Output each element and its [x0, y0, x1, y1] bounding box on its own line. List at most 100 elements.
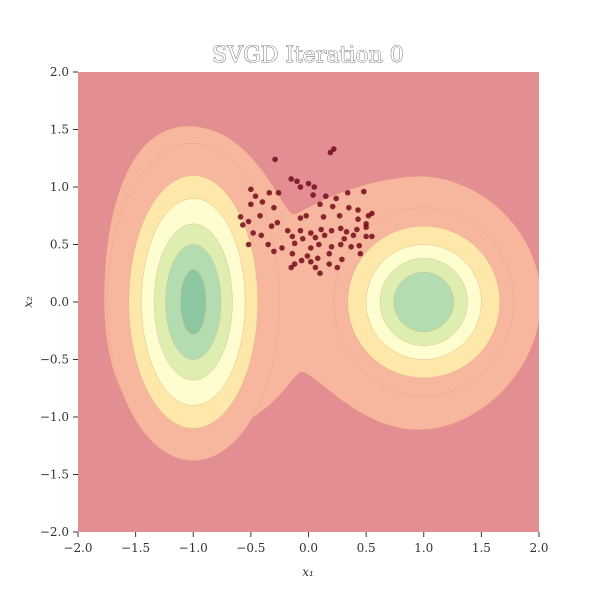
- particle: [333, 195, 339, 202]
- particle: [326, 250, 333, 257]
- particle: [350, 232, 357, 239]
- particle: [299, 235, 306, 242]
- x-tick-label: 2.0: [529, 541, 548, 555]
- particle: [357, 250, 364, 257]
- particle: [318, 226, 324, 233]
- particle: [284, 227, 291, 234]
- particle: [279, 245, 285, 251]
- particle: [369, 210, 375, 217]
- particle: [257, 212, 263, 219]
- particle: [334, 264, 341, 271]
- particle: [341, 235, 348, 242]
- particle: [354, 226, 360, 233]
- particle: [329, 203, 336, 210]
- particle: [258, 232, 265, 239]
- particle: [314, 255, 321, 262]
- density-contours: [103, 125, 539, 461]
- particle: [289, 233, 296, 240]
- y-tick-label: −1.5: [40, 468, 69, 482]
- y-tick-label: −0.5: [40, 353, 69, 367]
- particle: [308, 258, 314, 265]
- particle: [369, 233, 375, 240]
- particle: [288, 264, 295, 271]
- particle: [363, 233, 369, 240]
- particle: [337, 241, 344, 248]
- particle: [337, 225, 344, 232]
- plot-area: [78, 72, 539, 532]
- particle: [326, 261, 333, 267]
- x-tick-label: −2.0: [63, 541, 92, 555]
- particle: [317, 201, 323, 208]
- left-mode-contour-6: [180, 269, 207, 335]
- particle: [252, 193, 259, 199]
- particle: [346, 204, 352, 211]
- particle: [297, 215, 304, 221]
- particle: [298, 257, 305, 264]
- y-tick-label: −1.0: [40, 410, 69, 424]
- particle: [363, 224, 369, 231]
- y-tick-label: 1.5: [50, 123, 69, 137]
- particle: [361, 188, 367, 195]
- particle: [339, 256, 345, 263]
- particle: [268, 223, 275, 229]
- particle: [237, 214, 244, 220]
- particle: [320, 214, 327, 220]
- particle: [275, 189, 282, 196]
- particle: [245, 241, 252, 248]
- particle: [348, 244, 354, 250]
- particle: [288, 176, 295, 182]
- x-tick-label: 1.0: [414, 541, 433, 555]
- particle: [344, 189, 351, 196]
- y-tick-label: 1.0: [50, 180, 69, 194]
- particle: [297, 184, 304, 190]
- particle: [271, 204, 277, 211]
- particle: [294, 178, 300, 185]
- particle: [245, 218, 252, 225]
- particle: [328, 244, 335, 250]
- particle: [321, 232, 328, 239]
- particle: [305, 180, 312, 187]
- chart-title: SVGD Iteration 0: [212, 43, 404, 68]
- particle: [312, 264, 319, 271]
- particle: [328, 227, 335, 234]
- y-tick-label: −2.0: [40, 525, 69, 539]
- y-tick-label: 2.0: [50, 65, 69, 79]
- particle: [304, 253, 311, 259]
- particle: [271, 248, 277, 255]
- x-axis-label: x₁: [302, 565, 314, 579]
- particle: [317, 270, 323, 277]
- y-axis-label: x₂: [21, 296, 35, 308]
- particle: [327, 149, 334, 156]
- particle: [308, 245, 314, 251]
- particle: [312, 234, 319, 241]
- x-tick-label: −1.5: [121, 541, 150, 555]
- particle: [356, 242, 363, 249]
- particle: [291, 261, 298, 267]
- x-tick-label: −0.5: [236, 541, 265, 555]
- particle: [355, 207, 361, 213]
- particle: [331, 146, 337, 152]
- particle: [272, 156, 278, 163]
- y-tick-label: 0.5: [50, 238, 69, 252]
- particle: [274, 219, 281, 226]
- particle: [308, 230, 314, 236]
- particle: [265, 241, 271, 248]
- x-axis: −2.0 −1.5 −1.0 −0.5 0.0 0.5 1.0 1.5 2.0: [63, 532, 549, 555]
- x-tick-label: 0.5: [357, 541, 376, 555]
- particle: [266, 189, 273, 196]
- particle: [240, 222, 246, 228]
- x-tick-label: 1.5: [472, 541, 491, 555]
- particle: [259, 199, 266, 205]
- particle: [343, 229, 350, 235]
- particle: [336, 212, 343, 219]
- particle: [310, 192, 316, 198]
- particle: [316, 241, 322, 248]
- particle: [311, 184, 318, 190]
- right-mode-contour-5: [393, 271, 454, 333]
- y-axis: 2.0 1.5 1.0 0.5 0.0 −0.5 −1.0 −1.5 −2.0: [40, 65, 78, 539]
- particles: [237, 146, 375, 277]
- particle: [355, 216, 361, 222]
- particle: [297, 227, 304, 234]
- x-tick-label: 0.0: [299, 541, 318, 555]
